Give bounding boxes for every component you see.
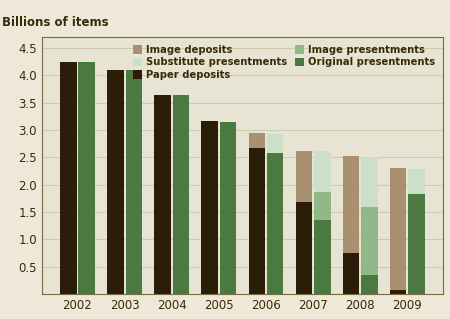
Bar: [361, 207, 378, 275]
Bar: [408, 194, 425, 294]
Bar: [267, 134, 284, 153]
Bar: [60, 62, 76, 294]
Bar: [343, 156, 359, 253]
Bar: [296, 151, 312, 202]
Bar: [343, 253, 359, 294]
Bar: [78, 62, 95, 294]
Bar: [390, 290, 406, 294]
Bar: [314, 151, 331, 192]
Bar: [248, 148, 265, 294]
Legend: Image deposits, Substitute presentments, Paper deposits, Image presentments, Ori: Image deposits, Substitute presentments,…: [130, 42, 438, 83]
Bar: [314, 220, 331, 294]
Bar: [107, 70, 124, 294]
Text: Billions of items: Billions of items: [2, 16, 108, 29]
Bar: [202, 121, 218, 294]
Bar: [408, 169, 425, 194]
Bar: [154, 95, 171, 294]
Bar: [220, 122, 236, 294]
Bar: [314, 192, 331, 220]
Bar: [267, 153, 284, 294]
Bar: [248, 133, 265, 148]
Bar: [173, 95, 189, 294]
Bar: [296, 202, 312, 294]
Bar: [390, 168, 406, 290]
Bar: [361, 157, 378, 207]
Bar: [361, 275, 378, 294]
Bar: [126, 70, 142, 294]
